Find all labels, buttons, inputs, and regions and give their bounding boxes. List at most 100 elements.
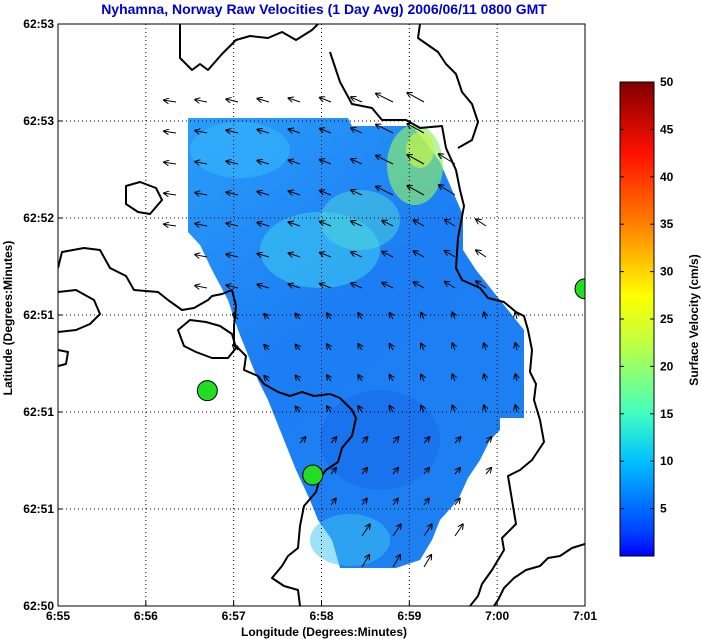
velocity-vector [289,222,301,226]
velocity-vector [421,406,424,413]
x-tick-label: 6:56 [134,609,158,623]
coastline-small-island [125,181,163,215]
velocity-vector [320,191,332,196]
field-patch-center [260,212,380,288]
velocity-vector [393,499,398,506]
coastline-west-lower [58,289,101,333]
plot-area [58,24,585,606]
x-tick-label: 6:58 [309,609,333,623]
velocity-vector [407,155,425,165]
colorbar-gradient [619,81,655,557]
y-tick-label: 62:51 [23,502,54,516]
y-axis: 62:53 62:53 62:52 62:51 62:51 62:51 62:50 [23,17,63,613]
velocity-vector [392,468,398,475]
colorbar-tick-label: 30 [660,265,674,279]
velocity-vector [515,405,517,413]
velocity-vector [289,129,301,133]
colorbar-ticks: 5 10 15 20 25 30 35 40 45 50 [620,75,674,516]
colorbar-tick-label: 10 [660,454,674,468]
velocity-vector [226,99,239,102]
velocity-vector [484,312,486,320]
velocity-vector [424,499,429,506]
velocity-vector [515,343,517,351]
coastline-north-island [179,24,319,71]
velocity-vectors [164,93,517,568]
velocity-vector [484,343,486,351]
velocity-vector [421,313,424,320]
velocity-vector [195,131,208,133]
velocity-vector [195,286,208,288]
velocity-vector [423,555,431,568]
station-marker [196,380,218,402]
colorbar-tick-label: 15 [660,407,674,421]
velocity-vector [195,224,208,226]
velocity-vector [257,223,270,226]
colorbar-tick-label: 35 [660,217,674,231]
y-tick-label: 62:51 [23,405,54,419]
velocity-vector [407,93,425,103]
velocity-vector [289,253,301,257]
velocity-vector [257,161,270,164]
velocity-vector [351,190,363,196]
velocity-vector [264,345,269,350]
y-axis-label: Latitude (Degrees:Minutes) [1,241,15,396]
velocity-vector [390,344,393,351]
velocity-vector [358,313,362,320]
velocity-vector [439,185,456,196]
velocity-vector [164,224,177,226]
x-tick-label: 6:55 [46,609,70,623]
velocity-vector [358,375,362,382]
velocity-vector [376,125,394,134]
y-tick-label: 62:51 [23,308,54,322]
velocity-vector [226,130,239,133]
velocity-vector [331,499,336,506]
velocity-vector [320,222,332,227]
field-patch-northeast-core [406,132,434,168]
velocity-vector [413,220,425,227]
coastline-southwest [177,319,237,359]
x-axis-label: Longitude (Degrees:Minutes) [241,625,407,639]
velocity-vector [351,128,363,134]
velocity-vector [195,100,208,102]
coastline-west-headland [58,247,357,606]
velocity-vector [164,193,177,195]
velocity-vector [330,468,336,475]
colorbar-tick-label: 5 [660,502,667,516]
velocity-vector [320,98,332,103]
coastline-islet [58,349,69,367]
velocity-vector [515,374,517,382]
velocity-vector [454,524,463,537]
velocity-vector [413,282,425,289]
velocity-vector [454,468,460,475]
velocity-vector [376,187,394,196]
velocity-vector [226,161,239,164]
chart-title: Nyhamna, Norway Raw Velocities (1 Day Av… [101,1,547,17]
field-patch-dark [320,390,440,490]
coastline-east-upper [417,24,479,149]
velocity-vector [299,437,305,444]
velocity-vector [195,255,208,257]
velocity-vector [445,282,456,289]
coastline-south-east [493,543,585,606]
coastline-east [329,51,545,606]
velocity-vector [392,524,401,537]
grid-lines [58,24,585,606]
velocity-vector [195,162,208,164]
velocity-vector [382,221,394,227]
velocity-vector [257,130,270,133]
velocity-vector [423,468,429,475]
velocity-vector [361,468,367,475]
velocity-vector [455,499,460,506]
velocity-vector [264,314,269,319]
velocity-vector [361,437,367,444]
x-axis: 6:55 6:56 6:57 6:58 6:59 7:00 7:01 [46,601,597,623]
velocity-vector [320,129,332,134]
y-tick-label: 62:50 [23,599,54,613]
velocity-vector [296,345,300,350]
velocity-vector [445,220,456,227]
velocity-vector [476,219,487,227]
velocity-vector [515,312,517,320]
velocity-vector [226,285,239,288]
y-tick-label: 62:52 [23,211,54,225]
